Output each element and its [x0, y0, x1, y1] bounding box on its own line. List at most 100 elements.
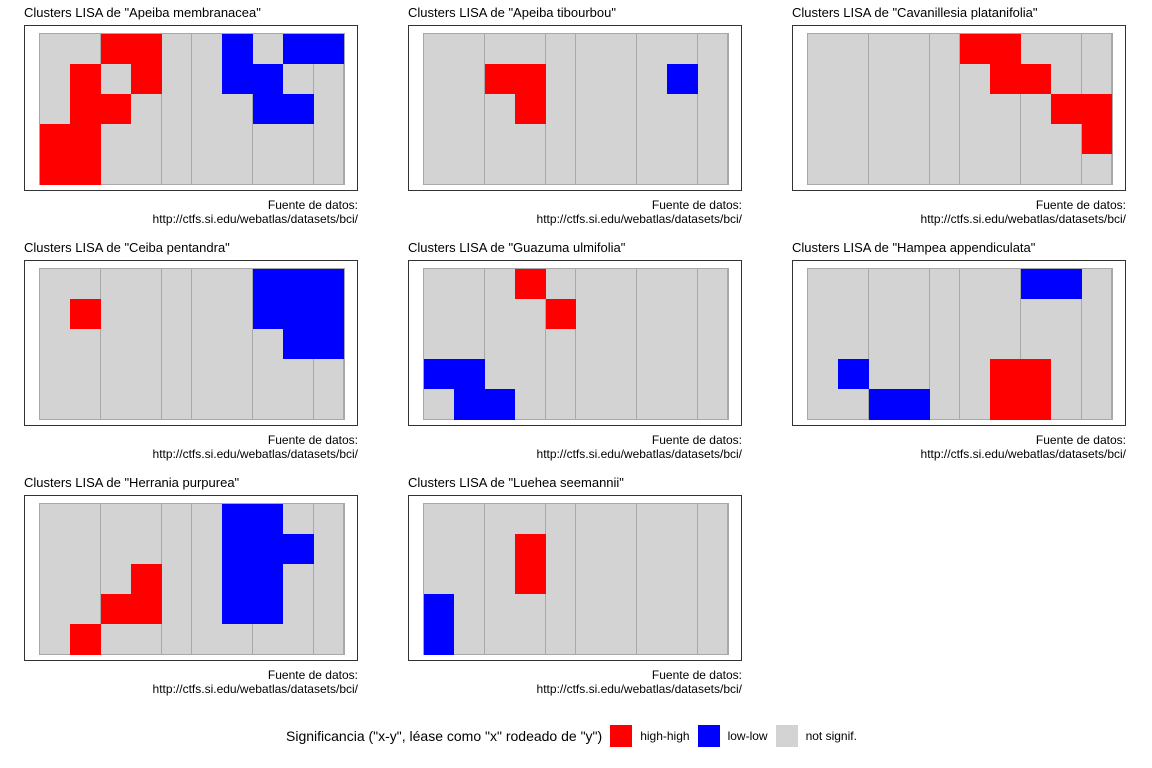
- cell-not-signif: [100, 359, 132, 390]
- cell-high-high: [1020, 359, 1052, 390]
- cell-not-signif: [40, 299, 71, 330]
- cell-not-signif: [545, 269, 577, 300]
- cell-not-signif: [515, 154, 547, 185]
- cell-low-low: [424, 594, 455, 625]
- cell-not-signif: [252, 34, 284, 65]
- cell-not-signif: [454, 594, 486, 625]
- source-label: Fuente de datos:: [651, 668, 742, 682]
- data-source-caption: Fuente de datos: http://ctfs.si.edu/webat…: [153, 433, 358, 461]
- cell-not-signif: [424, 269, 455, 300]
- lisa-grid: [39, 503, 345, 655]
- source-label: Fuente de datos:: [1035, 198, 1126, 212]
- cell-not-signif: [606, 124, 638, 155]
- cell-low-low: [222, 564, 254, 595]
- cell-not-signif: [100, 329, 132, 360]
- panel-title: Clusters LISA de "Apeiba tibourbou": [408, 5, 616, 20]
- cell-not-signif: [606, 269, 638, 300]
- cell-low-low: [222, 594, 254, 625]
- cell-not-signif: [960, 269, 991, 300]
- cell-not-signif: [667, 94, 699, 125]
- lisa-grid: [423, 33, 729, 185]
- lisa-grid: [807, 33, 1113, 185]
- panel-frame: [24, 260, 358, 426]
- cell-high-high: [131, 564, 163, 595]
- cell-high-high: [40, 154, 71, 185]
- cell-not-signif: [131, 504, 163, 535]
- cell-not-signif: [990, 329, 1022, 360]
- cell-not-signif: [697, 624, 729, 655]
- cell-not-signif: [192, 564, 223, 595]
- cell-not-signif: [454, 34, 486, 65]
- cell-not-signif: [667, 269, 699, 300]
- cell-not-signif: [70, 34, 102, 65]
- cell-not-signif: [929, 389, 961, 420]
- cell-not-signif: [667, 564, 699, 595]
- cell-not-signif: [313, 564, 345, 595]
- cell-not-signif: [1051, 34, 1083, 65]
- cell-not-signif: [899, 34, 931, 65]
- cell-not-signif: [100, 564, 132, 595]
- cell-not-signif: [868, 154, 900, 185]
- cell-not-signif: [313, 504, 345, 535]
- cell-not-signif: [192, 94, 223, 125]
- cell-high-high: [545, 299, 577, 330]
- source-url: http://ctfs.si.edu/webatlas/datasets/bci…: [920, 447, 1126, 461]
- cell-not-signif: [313, 389, 345, 420]
- cell-not-signif: [636, 594, 668, 625]
- cell-not-signif: [515, 34, 547, 65]
- cell-not-signif: [424, 64, 455, 95]
- source-url: http://ctfs.si.edu/webatlas/datasets/bci…: [536, 682, 742, 696]
- cell-not-signif: [899, 299, 931, 330]
- cell-high-high: [1081, 94, 1113, 125]
- cell-not-signif: [868, 64, 900, 95]
- cell-low-low: [313, 269, 345, 300]
- lisa-panel: Clusters LISA de "Guazuma ulmifolia" Fuen…: [408, 240, 748, 465]
- cell-not-signif: [606, 94, 638, 125]
- cell-not-signif: [606, 329, 638, 360]
- cell-not-signif: [283, 124, 315, 155]
- cell-low-low: [222, 534, 254, 565]
- cell-not-signif: [697, 269, 729, 300]
- cell-not-signif: [899, 154, 931, 185]
- source-label: Fuente de datos:: [267, 668, 358, 682]
- cell-not-signif: [313, 124, 345, 155]
- cell-not-signif: [40, 624, 71, 655]
- cell-high-high: [70, 154, 102, 185]
- cell-not-signif: [929, 64, 961, 95]
- cell-not-signif: [40, 94, 71, 125]
- source-url: http://ctfs.si.edu/webatlas/datasets/bci…: [152, 212, 358, 226]
- cell-not-signif: [222, 124, 254, 155]
- cell-not-signif: [40, 389, 71, 420]
- cell-not-signif: [899, 359, 931, 390]
- cell-not-signif: [838, 329, 870, 360]
- cell-not-signif: [252, 329, 284, 360]
- cell-not-signif: [192, 34, 223, 65]
- cell-not-signif: [636, 389, 668, 420]
- cell-not-signif: [484, 94, 516, 125]
- cell-not-signif: [545, 594, 577, 625]
- cell-not-signif: [424, 34, 455, 65]
- cell-not-signif: [697, 359, 729, 390]
- cell-not-signif: [100, 504, 132, 535]
- cell-not-signif: [576, 124, 607, 155]
- cell-not-signif: [1051, 154, 1083, 185]
- cell-high-high: [1051, 94, 1083, 125]
- cell-not-signif: [545, 64, 577, 95]
- cell-not-signif: [161, 389, 193, 420]
- cell-high-high: [990, 389, 1022, 420]
- data-source-caption: Fuente de datos: http://ctfs.si.edu/webat…: [537, 668, 742, 696]
- cell-not-signif: [424, 154, 455, 185]
- lisa-grid: [807, 268, 1113, 420]
- cell-not-signif: [667, 154, 699, 185]
- cell-not-signif: [131, 269, 163, 300]
- lisa-panel: Clusters LISA de "Ceiba pentandra" Fuente…: [24, 240, 364, 465]
- cell-not-signif: [808, 269, 839, 300]
- cell-not-signif: [100, 64, 132, 95]
- cell-not-signif: [515, 124, 547, 155]
- lisa-panel: Clusters LISA de "Herrania purpurea" Fuen…: [24, 475, 364, 700]
- cell-not-signif: [636, 534, 668, 565]
- cell-not-signif: [636, 504, 668, 535]
- source-label: Fuente de datos:: [651, 433, 742, 447]
- cell-not-signif: [1051, 329, 1083, 360]
- cell-low-low: [667, 64, 699, 95]
